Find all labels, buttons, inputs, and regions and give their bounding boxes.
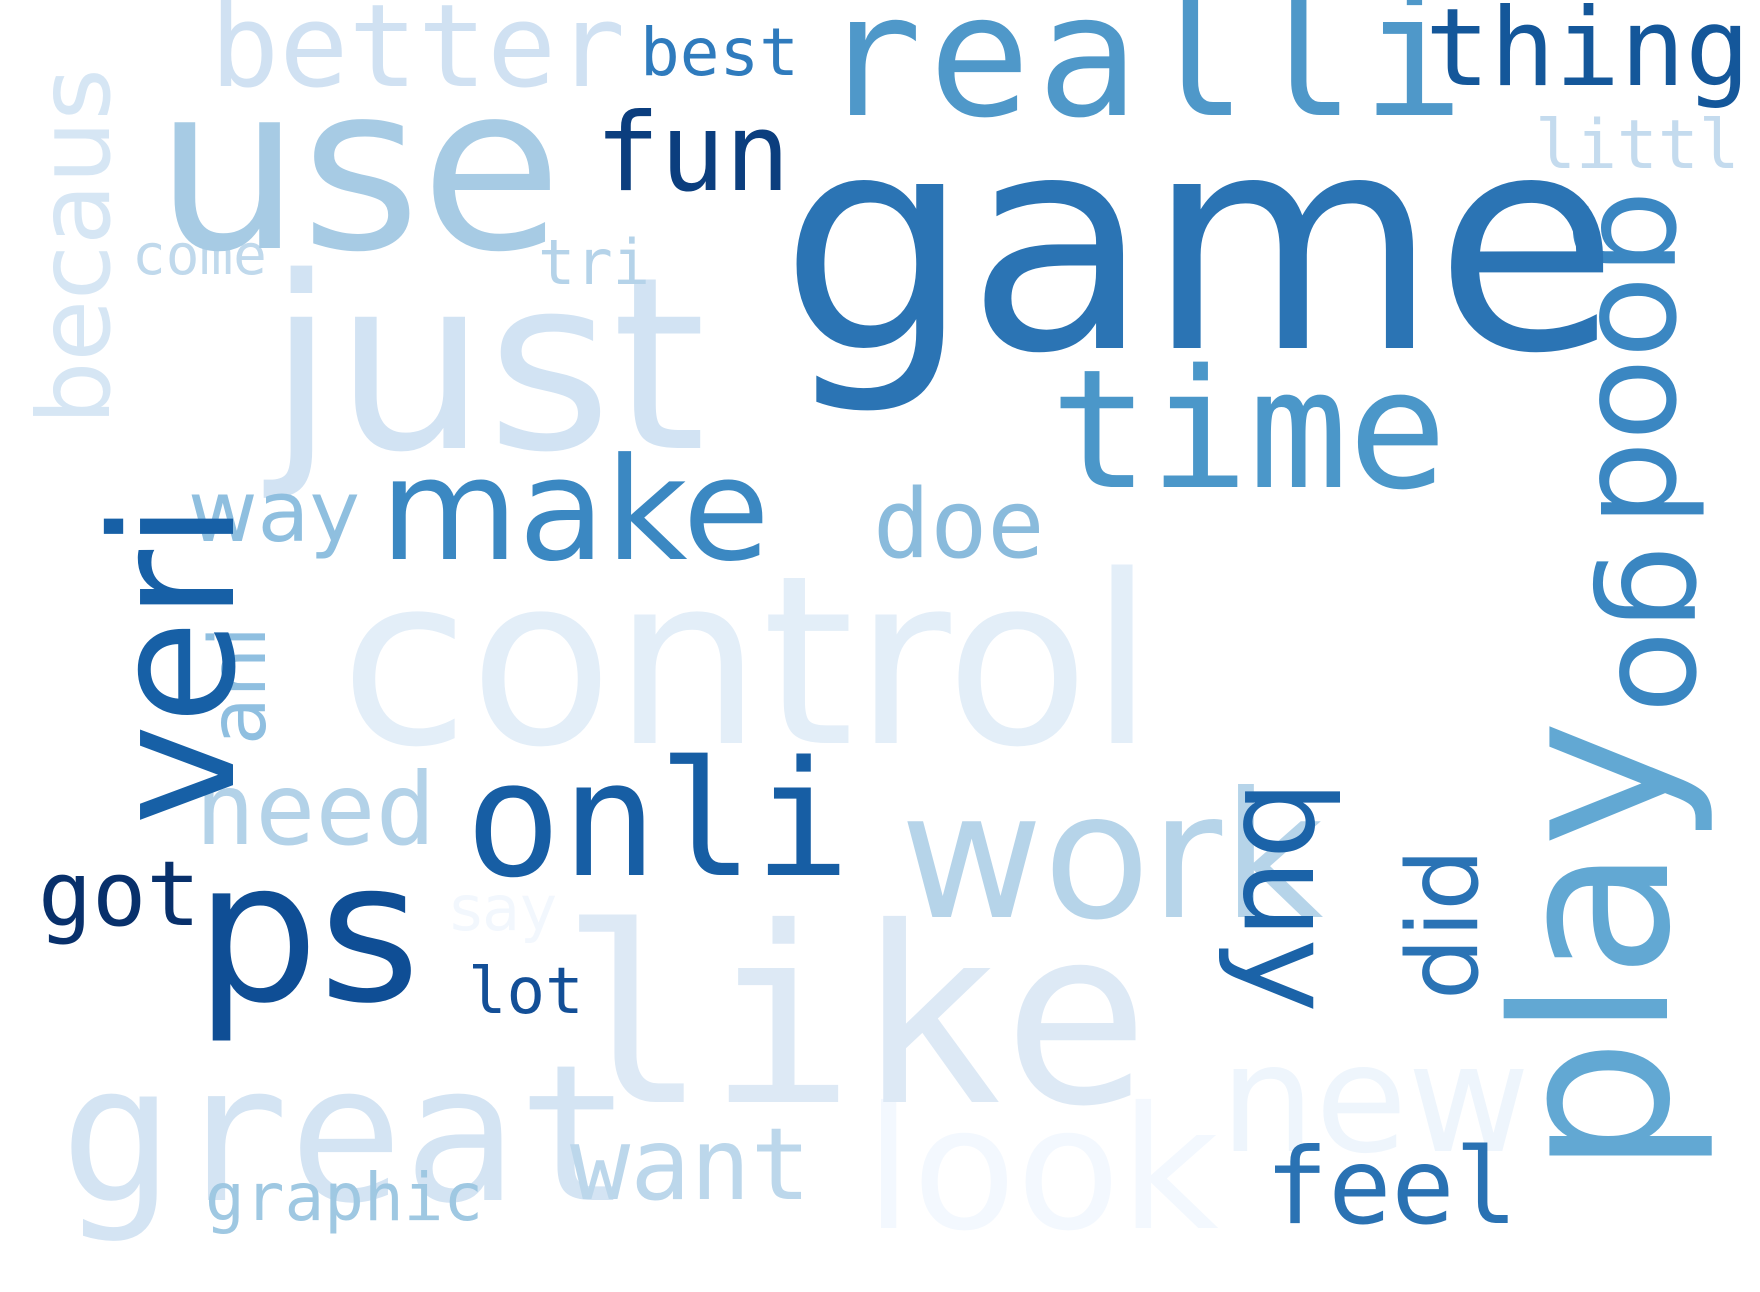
word-great: great bbox=[60, 1024, 632, 1245]
word-got: got bbox=[38, 842, 201, 947]
word-come: come bbox=[132, 223, 267, 288]
word-doe: doe bbox=[873, 470, 1045, 580]
word-use: use bbox=[155, 36, 563, 303]
word-like: like bbox=[560, 875, 1151, 1160]
word-lot: lot bbox=[468, 955, 584, 1029]
word-play: play bbox=[1467, 719, 1718, 1175]
word-look: look bbox=[865, 1071, 1219, 1269]
word-feel: feel bbox=[1265, 1126, 1518, 1248]
word-say: say bbox=[450, 872, 557, 945]
word-better: better bbox=[210, 0, 626, 114]
word-best: best bbox=[640, 14, 799, 91]
word-fun: fun bbox=[595, 91, 791, 216]
word-want: want bbox=[570, 1106, 811, 1223]
word-veri: veri bbox=[76, 502, 274, 825]
word-graphic: graphic bbox=[205, 1159, 484, 1236]
word-work: work bbox=[900, 756, 1324, 959]
word-need: need bbox=[195, 751, 436, 868]
word-ps: ps bbox=[195, 819, 421, 1046]
word-way: way bbox=[188, 463, 360, 562]
word-becaus: becaus bbox=[16, 68, 133, 425]
word-tri: tri bbox=[538, 226, 650, 299]
word-game: game bbox=[780, 70, 1619, 419]
word-did: did bbox=[1387, 848, 1501, 1000]
word-new: new bbox=[1220, 1013, 1531, 1187]
word-littl: littl bbox=[1535, 106, 1740, 185]
word-buy: buy bbox=[1215, 780, 1360, 1013]
word-onli: onli bbox=[465, 726, 851, 913]
word-realli: realli bbox=[820, 0, 1471, 156]
word-make: make bbox=[380, 428, 770, 593]
word-control: control bbox=[340, 526, 1155, 799]
word-thing: thing bbox=[1425, 0, 1751, 111]
word-just: just bbox=[268, 225, 706, 505]
word-time: time bbox=[1050, 334, 1448, 526]
word-go: go bbox=[1589, 545, 1746, 714]
